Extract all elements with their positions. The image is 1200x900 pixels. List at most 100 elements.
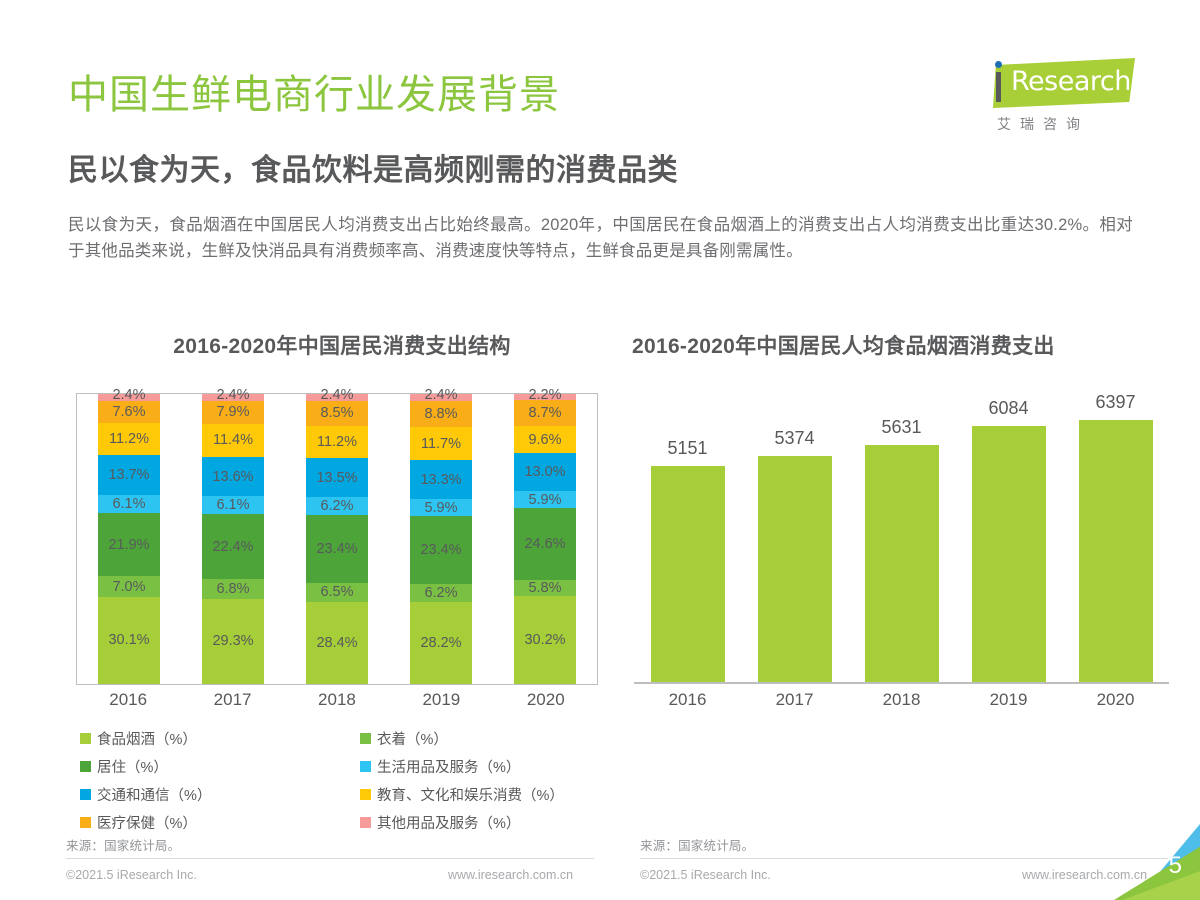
stacked-bar-segment: 11.2% [98, 423, 160, 456]
column-x-axis: 2016 2017 2018 2019 2020 [634, 690, 1169, 710]
stacked-bar-segment: 30.2% [514, 596, 576, 684]
footer-copyright-right: ©2021.5 iResearch Inc. [640, 868, 771, 882]
legend-swatch-icon [80, 733, 91, 744]
stacked-bar-segment-label: 23.4% [420, 542, 462, 559]
legend-item-label: 衣着（%） [377, 732, 448, 748]
column-bar-wrapper: 6084 [971, 392, 1046, 682]
legend-item[interactable]: 其他用品及服务（%） [360, 812, 640, 833]
legend-swatch-icon [80, 817, 91, 828]
stacked-bar-column: 2.2% 8.7% 9.6% 13.0% 5.9% 24.6% 5.8% 30.2% [514, 387, 576, 684]
stacked-bar-segment-label: 6.2% [320, 498, 354, 515]
column-bar-value-label: 5151 [667, 437, 708, 458]
stacked-bar-segment-label: 24.6% [524, 535, 566, 552]
stacked-bar-segment: 6.5% [306, 582, 368, 602]
chart-title-right: 2016-2020年中国居民人均食品烟酒消费支出 [632, 335, 1055, 358]
legend-item-label: 食品烟酒（%） [97, 732, 197, 748]
footer-copyright-left: ©2021.5 iResearch Inc. [66, 868, 197, 882]
stacked-bar-segment: 5.9% [514, 491, 576, 509]
stacked-bar-segment-label: 6.1% [216, 497, 250, 514]
stacked-bar-segment: 7.6% [98, 400, 160, 423]
legend-item[interactable]: 食品烟酒（%） [80, 728, 360, 749]
stacked-bar-segment-label: 30.2% [524, 632, 566, 649]
stacked-bar-segment: 6.2% [410, 584, 472, 603]
legend-swatch-icon [80, 761, 91, 772]
legend-item[interactable]: 生活用品及服务（%） [360, 756, 640, 777]
column-bar-value-label: 6084 [988, 398, 1029, 419]
stacked-bar-segment: 24.6% [514, 508, 576, 580]
stacked-bar-segment: 7.0% [98, 576, 160, 597]
legend-swatch-icon [360, 733, 371, 744]
stacked-bar-segment-label: 2.4% [424, 387, 458, 403]
stacked-bar-segment-label: 8.5% [320, 405, 354, 422]
logo-i-dot-icon [995, 61, 1002, 68]
page-subtitle: 民以食为天，食品饮料是高频刚需的消费品类 [68, 154, 678, 187]
stacked-bar-segment-label: 22.4% [212, 538, 254, 555]
column-bar [1078, 420, 1153, 682]
stacked-bar-segment: 6.1% [202, 496, 264, 515]
column-x-label: 2018 [882, 690, 921, 709]
lead-paragraph: 民以食为天，食品烟酒在中国居民人均消费支出占比始终最高。2020年，中国居民在食… [68, 216, 1133, 260]
stacked-bar-segment: 13.5% [306, 458, 368, 498]
stacked-bar-segment: 28.4% [306, 601, 368, 685]
legend-item-label: 教育、文化和娱乐消费（%） [377, 788, 564, 804]
stacked-bar-x-label: 2016 [109, 690, 148, 709]
stacked-bar-segment: 11.4% [202, 423, 264, 457]
stacked-bar-segment-label: 11.2% [316, 433, 358, 450]
stacked-bar-segment-label: 5.8% [528, 580, 562, 597]
stacked-bar-segment-label: 6.5% [320, 584, 354, 601]
stacked-bar-segment: 2.4% [306, 387, 368, 403]
chart-title-left: 2016-2020年中国居民消费支出结构 [173, 335, 511, 358]
legend-swatch-icon [80, 789, 91, 800]
stacked-bar-segment-label: 13.7% [108, 467, 150, 484]
stacked-bar-segment: 8.5% [306, 400, 368, 426]
column-bar [971, 426, 1046, 682]
stacked-bar-segment: 13.0% [514, 453, 576, 492]
stacked-bar-segment: 7.9% [202, 400, 264, 424]
stacked-bar-segment: 9.6% [514, 425, 576, 454]
column-bar-wrapper: 6397 [1078, 392, 1153, 682]
stacked-bar-column: 2.4% 7.6% 11.2% 13.7% 6.1% 21.9% 7.0% 30.1% [98, 387, 160, 685]
stacked-bar-x-label: 2017 [213, 690, 252, 709]
legend-item-label: 生活用品及服务（%） [377, 760, 521, 776]
stacked-bar-column: 2.4% 7.9% 11.4% 13.6% 6.1% 22.4% 6.8% 29.3% [202, 387, 264, 685]
stacked-bar-segment: 11.2% [306, 425, 368, 459]
legend-item[interactable]: 居住（%） [80, 756, 360, 777]
footer-url-right[interactable]: www.iresearch.com.cn [1022, 868, 1148, 882]
stacked-bar-segment: 11.7% [410, 426, 472, 461]
column-x-label: 2017 [775, 690, 814, 709]
stacked-bar-segment: 5.8% [514, 579, 576, 597]
footer-url-left[interactable]: www.iresearch.com.cn [448, 868, 574, 882]
stacked-bar-segment: 23.4% [306, 515, 368, 583]
legend-swatch-icon [360, 817, 371, 828]
stacked-bar-segment-label: 5.9% [528, 491, 562, 508]
legend-item-label: 交通和通信（%） [97, 788, 212, 804]
stacked-bar-segment: 2.4% [410, 387, 472, 403]
column-x-label: 2019 [989, 690, 1028, 709]
logo-chinese-name: 艾瑞咨询 [997, 116, 1089, 132]
legend-item[interactable]: 医疗保健（%） [80, 812, 360, 833]
stacked-bar-segment: 30.1% [98, 596, 160, 685]
stacked-bar-segment-label: 2.4% [216, 387, 250, 403]
stacked-bar-segment-label: 23.4% [316, 541, 358, 557]
stacked-bar-segment: 13.7% [98, 455, 160, 496]
stacked-bar-segment: 13.3% [410, 460, 472, 500]
stacked-bar-segment-label: 13.0% [524, 464, 566, 481]
stacked-bar-segment-label: 9.6% [528, 431, 562, 448]
column-x-label: 2016 [668, 690, 707, 709]
stacked-bar-segment-label: 6.8% [216, 581, 250, 598]
stacked-bar-segment-label: 8.7% [528, 404, 562, 421]
stacked-bar-segment: 8.7% [514, 400, 576, 426]
legend-item[interactable]: 教育、文化和娱乐消费（%） [360, 784, 640, 805]
stacked-bar-segment-label: 21.9% [108, 536, 150, 553]
legend-item[interactable]: 衣着（%） [360, 728, 640, 749]
logo-wordmark: Research [1011, 66, 1131, 97]
column-bar-wrapper: 5151 [650, 392, 725, 682]
legend-item[interactable]: 交通和通信（%） [80, 784, 360, 805]
footer-divider-left [66, 858, 594, 859]
column-bar-wrapper: 5374 [757, 392, 832, 682]
stacked-bar-segment-label: 2.4% [112, 387, 146, 403]
legend-item-label: 其他用品及服务（%） [377, 816, 521, 832]
stacked-bar-segment-label: 29.3% [212, 633, 254, 650]
stacked-bar-segment: 29.3% [202, 598, 264, 685]
stacked-bar-segment-label: 6.2% [424, 585, 458, 602]
